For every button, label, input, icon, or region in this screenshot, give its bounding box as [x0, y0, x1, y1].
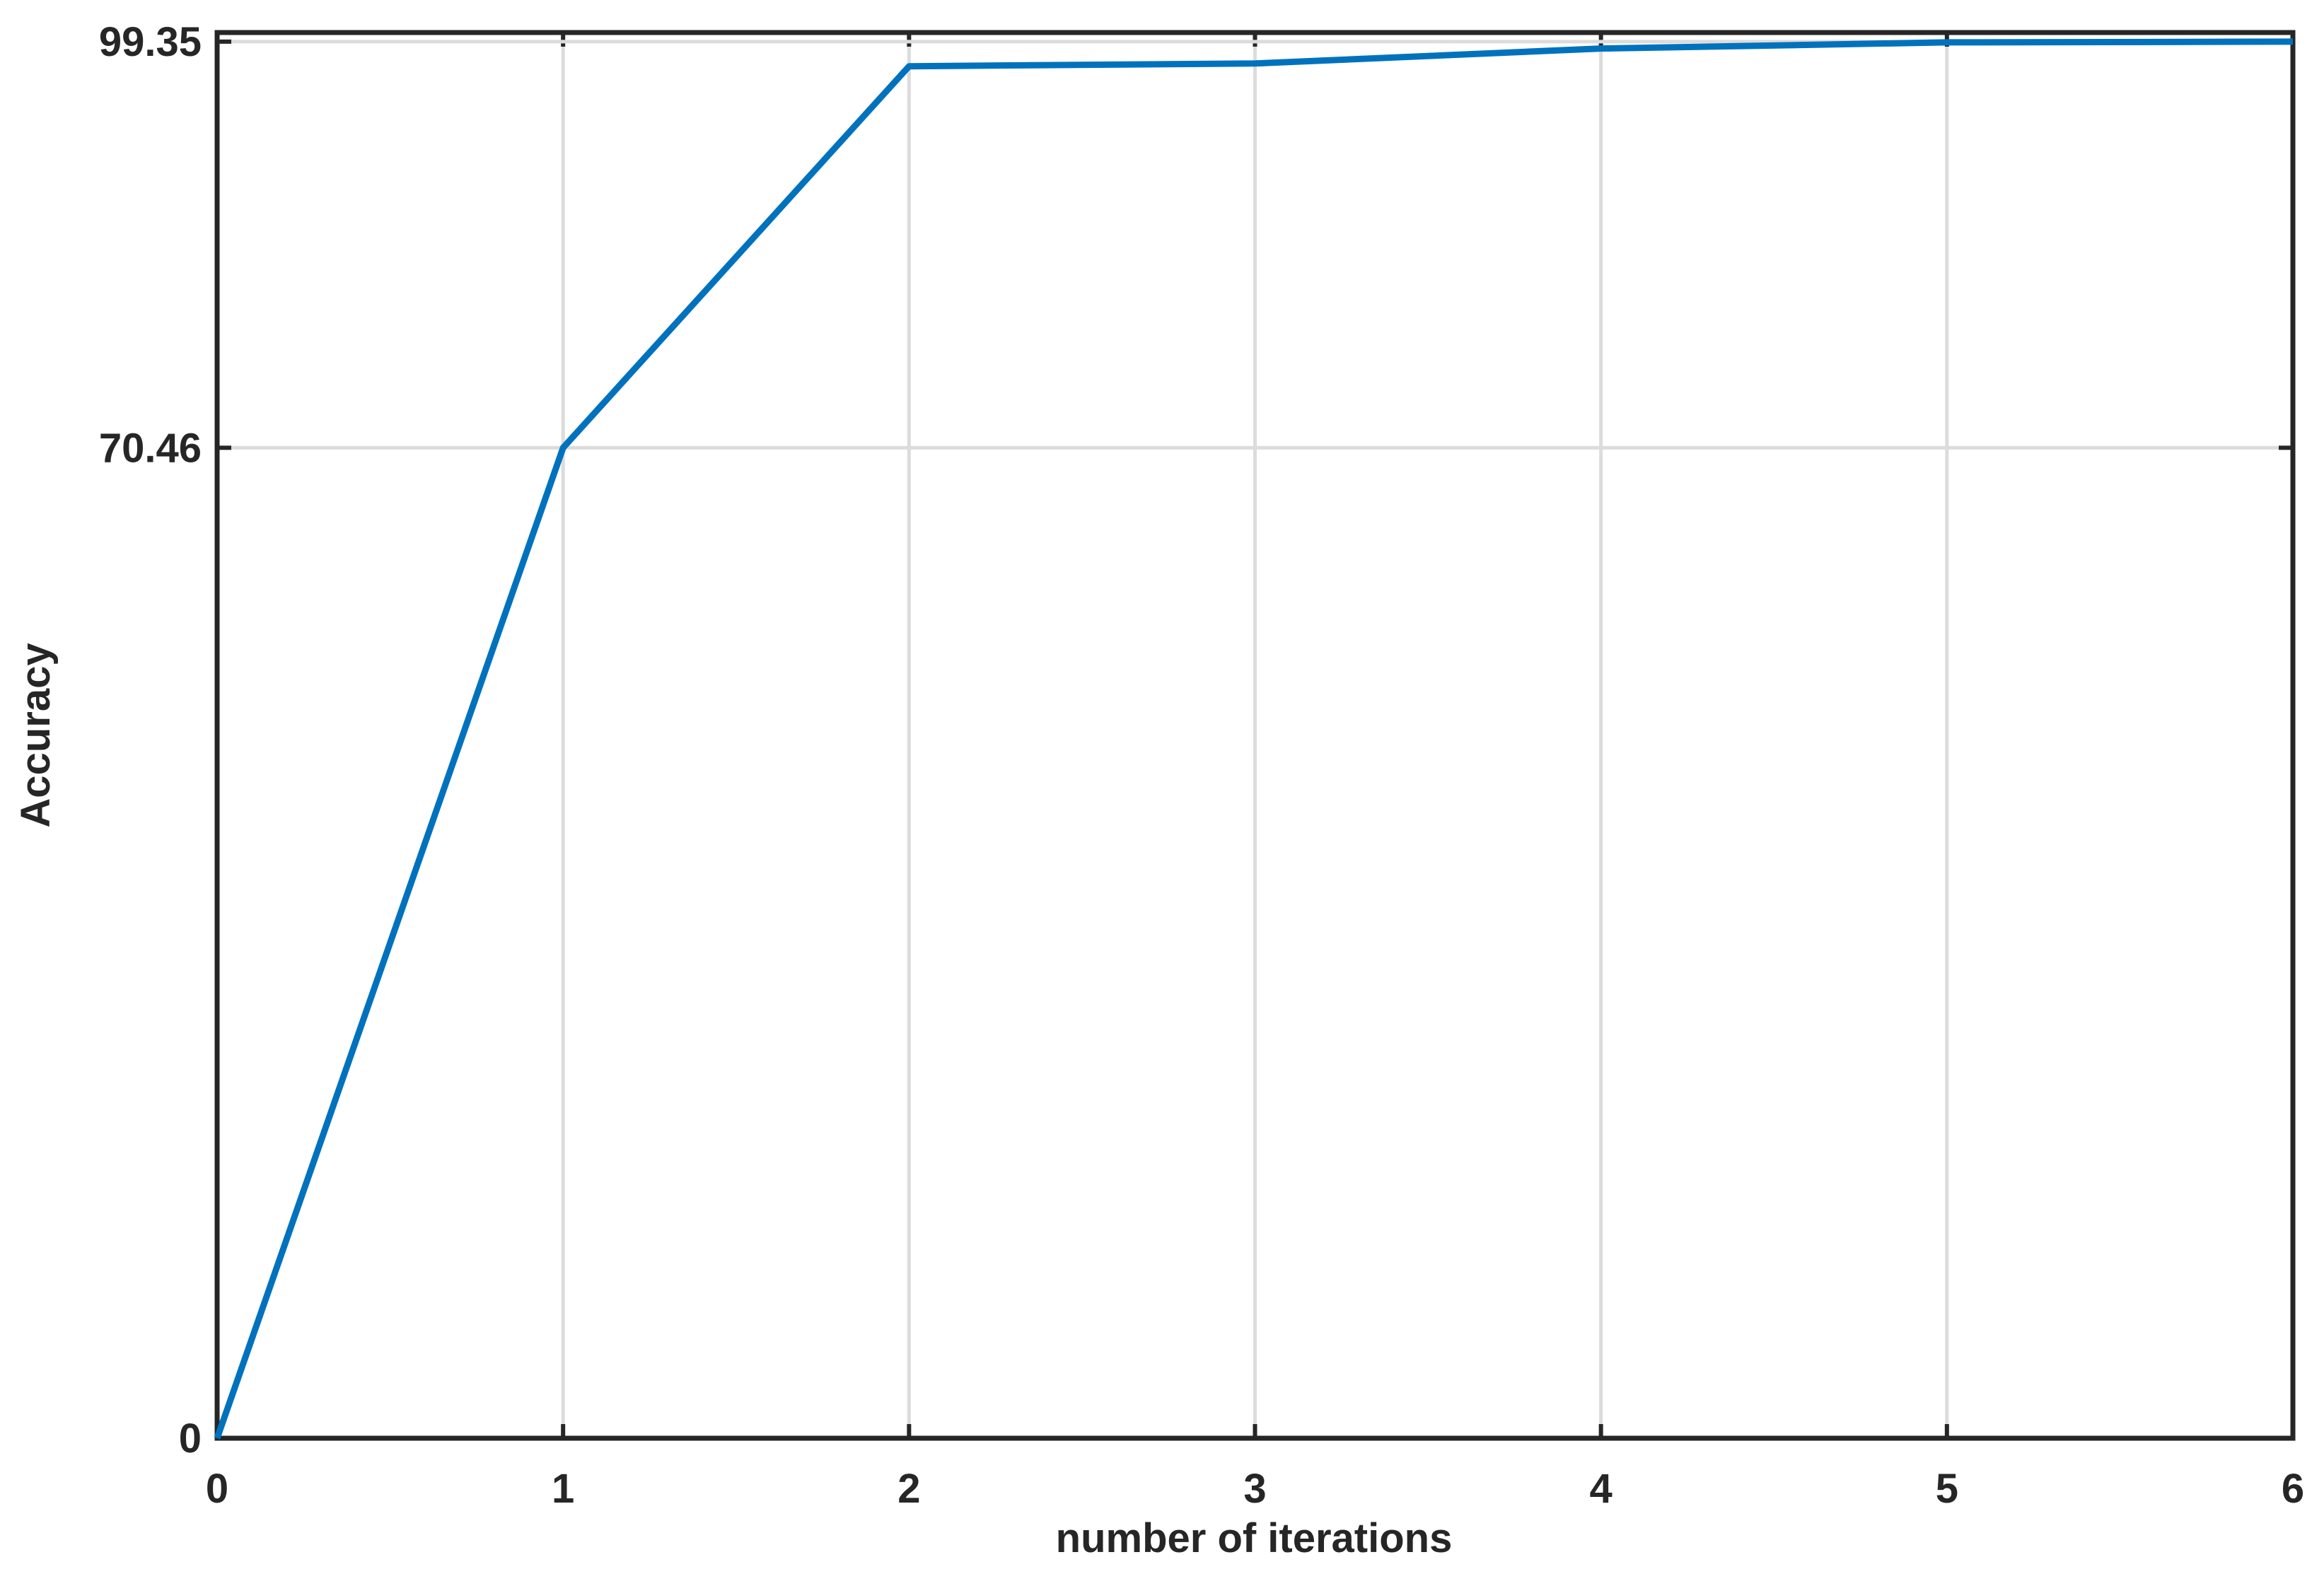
- x-tick-label: 1: [552, 1466, 574, 1512]
- x-axis-label: number of iterations: [1056, 1515, 1453, 1561]
- x-tick-label: 6: [2282, 1466, 2304, 1512]
- y-tick-label: 0: [179, 1416, 202, 1462]
- y-tick-label: 99.35: [99, 19, 202, 65]
- x-tick-label: 2: [897, 1466, 920, 1512]
- x-tick-label: 3: [1243, 1466, 1266, 1512]
- data-line: [214, 38, 2294, 1440]
- x-tick-label: 0: [206, 1466, 228, 1512]
- plot-frame: [214, 30, 2296, 1441]
- x-tick-label: 4: [1590, 1466, 1613, 1512]
- y-tick-label: 70.46: [99, 425, 202, 471]
- x-tick-label: 5: [1936, 1466, 1958, 1512]
- y-axis-label: Accuracy: [13, 643, 59, 827]
